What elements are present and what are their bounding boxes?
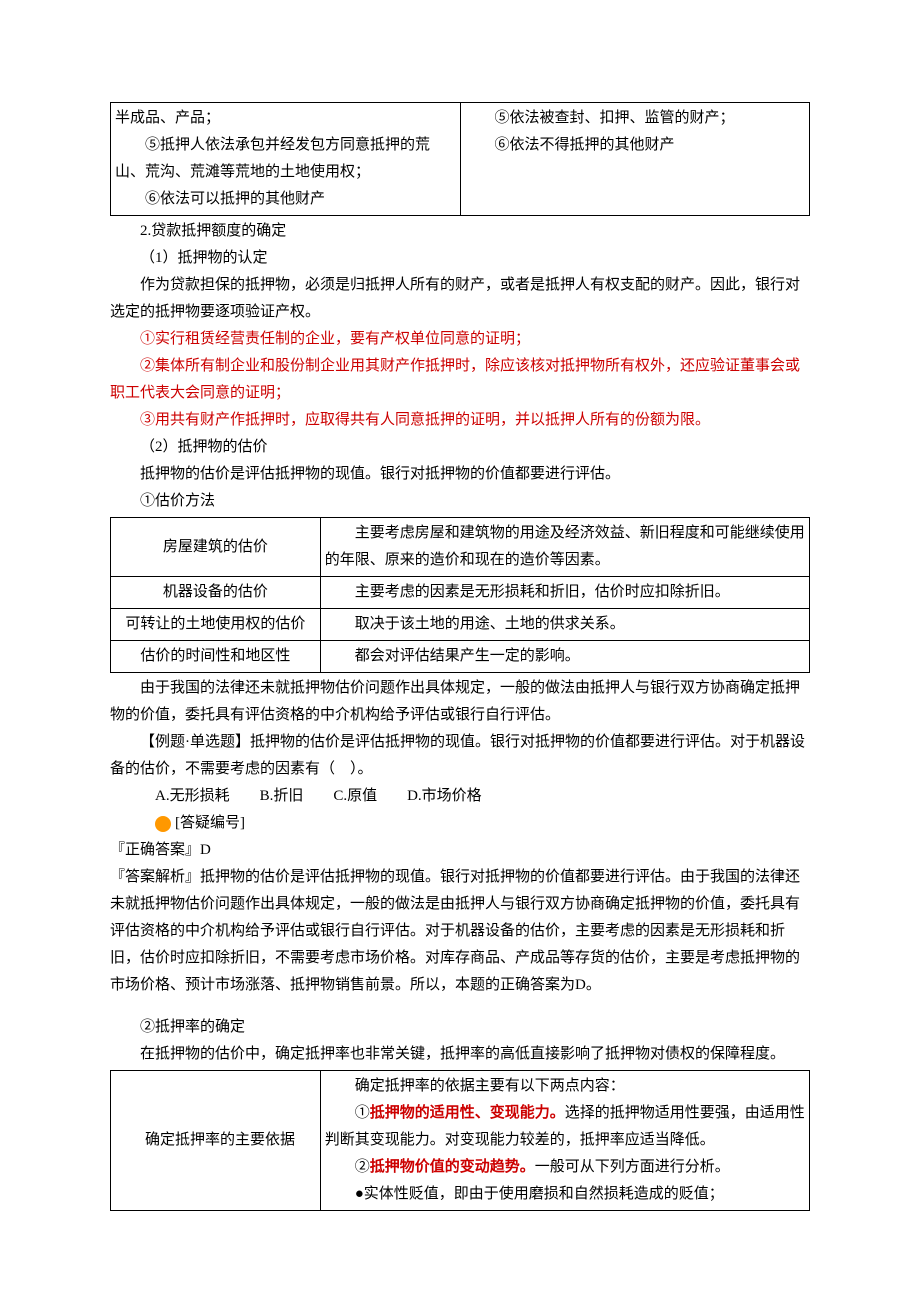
paragraph: 作为贷款担保的抵押物，必须是归抵押人所有的财产，或者是抵押人有权支配的财产。因此…: [110, 272, 810, 326]
text: ①: [325, 1105, 370, 1121]
line: ⑥依法不得抵押的其他财产: [465, 132, 806, 159]
mortgage-rate-table: 确定抵押率的主要依据 确定抵押率的依据主要有以下两点内容： ①抵押物的适用性、变…: [110, 1070, 810, 1211]
line: ①抵押物的适用性、变现能力。选择的抵押物适用性要强，由适用性判断其变现能力。对变…: [325, 1100, 805, 1154]
spacer: [110, 999, 810, 1014]
red-text: 抵押物价值的变动趋势。: [370, 1159, 535, 1175]
line: ②抵押物价值的变动趋势。一般可从下列方面进行分析。: [325, 1154, 805, 1181]
red-text: 抵押物的适用性、变现能力。: [370, 1105, 565, 1121]
paragraph: 抵押物的估价是评估抵押物的现值。银行对抵押物的价值都要进行评估。: [110, 461, 810, 488]
red-item-2: ②集体所有制企业和股份制企业用其财产作抵押时，除应该核对抵押物所有权外，还应验证…: [110, 353, 810, 407]
list-label: ②抵押率的确定: [110, 1014, 810, 1041]
paragraph: 在抵押物的估价中，确定抵押率也非常关键，抵押率的高低直接影响了抵押物对债权的保障…: [110, 1041, 810, 1068]
red-item-3: ③用共有财产作抵押时，应取得共有人同意抵押的证明，并以抵押人所有的份额为限。: [110, 407, 810, 434]
line: ⑥依法可以抵押的其他财产: [115, 186, 456, 213]
val-desc: 取决于该土地的用途、土地的供求关系。: [320, 609, 809, 641]
table-row: 估价的时间性和地区性 都会对评估结果产生一定的影响。: [111, 641, 810, 673]
line: 半成品、产品；: [115, 105, 456, 132]
subheading-2: （2）抵押物的估价: [110, 434, 810, 461]
line: ●实体性贬值，即由于使用磨损和自然损耗造成的贬值；: [325, 1181, 805, 1208]
valuation-method-table: 房屋建筑的估价 主要考虑房屋和建筑物的用途及经济效益、新旧程度和可能继续使用的年…: [110, 517, 810, 673]
example-question: 【例题·单选题】抵押物的估价是评估抵押物的现值。银行对抵押物的价值都要进行评估。…: [110, 729, 810, 783]
text: 作为贷款担保的抵押物，必须是归抵押人所有的财产，或者是抵押人有权支配的财产。因此…: [110, 277, 800, 320]
collateral-allowed-cell: 半成品、产品； ⑤抵押人依法承包并经发包方同意抵押的荒山、荒沟、荒滩等荒地的土地…: [111, 103, 461, 216]
line: ⑤依法被查封、扣押、监管的财产；: [465, 105, 806, 132]
table-row: 机器设备的估价 主要考虑的因素是无形损耗和折旧，估价时应扣除折旧。: [111, 577, 810, 609]
text: 【例题·单选题】抵押物的估价是评估抵押物的现值。银行对抵押物的价值都要进行评估。…: [110, 734, 805, 777]
heading-2: 2.贷款抵押额度的确定: [110, 218, 810, 245]
collateral-types-table: 半成品、产品； ⑤抵押人依法承包并经发包方同意抵押的荒山、荒沟、荒滩等荒地的土地…: [110, 102, 810, 216]
val-label: 可转让的土地使用权的估价: [111, 609, 321, 641]
text: 『答案解析』抵押物的估价是评估抵押物的现值。银行对抵押物的价值都要进行评估。由于…: [110, 869, 800, 993]
text: 由于我国的法律还未就抵押物估价问题作出具体规定，一般的做法由抵押人与银行双方协商…: [110, 680, 800, 723]
text: ②: [325, 1159, 370, 1175]
val-label: 机器设备的估价: [111, 577, 321, 609]
table-row: 房屋建筑的估价 主要考虑房屋和建筑物的用途及经济效益、新旧程度和可能继续使用的年…: [111, 518, 810, 577]
subheading-1: （1）抵押物的认定: [110, 245, 810, 272]
qa-number-row: ?[答疑编号]: [110, 810, 810, 837]
list-label: ①估价方法: [110, 488, 810, 515]
line: 确定抵押率的依据主要有以下两点内容：: [325, 1073, 805, 1100]
text: 在抵押物的估价中，确定抵押率也非常关键，抵押率的高低直接影响了抵押物对债权的保障…: [140, 1046, 785, 1062]
val-desc: 都会对评估结果产生一定的影响。: [320, 641, 809, 673]
table-row: 可转让的土地使用权的估价 取决于该土地的用途、土地的供求关系。: [111, 609, 810, 641]
line: ⑤抵押人依法承包并经发包方同意抵押的荒山、荒沟、荒滩等荒地的土地使用权；: [115, 132, 456, 186]
text: 一般可从下列方面进行分析。: [535, 1159, 730, 1175]
answer-explanation: 『答案解析』抵押物的估价是评估抵押物的现值。银行对抵押物的价值都要进行评估。由于…: [110, 864, 810, 999]
correct-answer: 『正确答案』D: [110, 837, 810, 864]
question-icon: ?: [155, 816, 171, 832]
val-desc: 主要考虑房屋和建筑物的用途及经济效益、新旧程度和可能继续使用的年限、原来的造价和…: [320, 518, 809, 577]
table-row: 确定抵押率的主要依据 确定抵押率的依据主要有以下两点内容： ①抵押物的适用性、变…: [111, 1071, 810, 1211]
rate-desc-cell: 确定抵押率的依据主要有以下两点内容： ①抵押物的适用性、变现能力。选择的抵押物适…: [320, 1071, 809, 1211]
red-item-1: ①实行租赁经营责任制的企业，要有产权单位同意的证明；: [110, 326, 810, 353]
qa-label: [答疑编号]: [175, 815, 245, 831]
example-options: A.无形损耗 B.折旧 C.原值 D.市场价格: [110, 783, 810, 810]
paragraph: 由于我国的法律还未就抵押物估价问题作出具体规定，一般的做法由抵押人与银行双方协商…: [110, 675, 810, 729]
collateral-forbidden-cell: ⑤依法被查封、扣押、监管的财产； ⑥依法不得抵押的其他财产: [460, 103, 810, 216]
text: ②集体所有制企业和股份制企业用其财产作抵押时，除应该核对抵押物所有权外，还应验证…: [110, 358, 800, 401]
rate-label-cell: 确定抵押率的主要依据: [111, 1071, 321, 1211]
val-desc: 主要考虑的因素是无形损耗和折旧，估价时应扣除折旧。: [320, 577, 809, 609]
val-label: 估价的时间性和地区性: [111, 641, 321, 673]
val-label: 房屋建筑的估价: [111, 518, 321, 577]
